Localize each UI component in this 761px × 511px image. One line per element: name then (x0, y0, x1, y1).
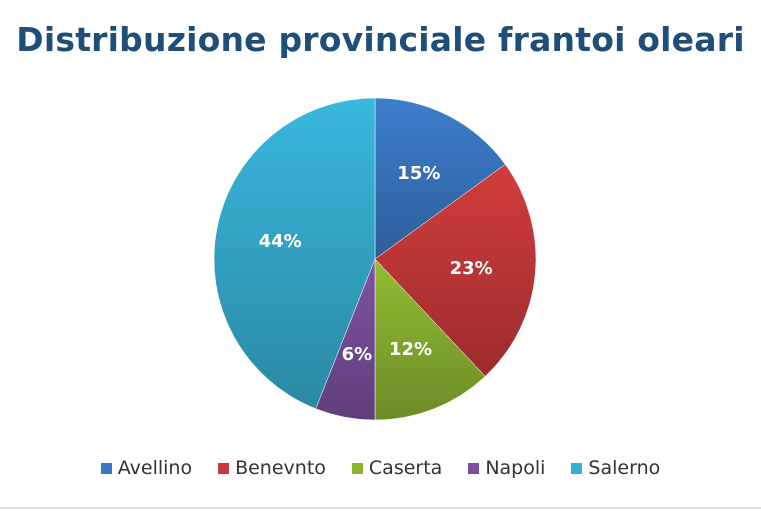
bottom-divider (0, 507, 761, 509)
legend-swatch (351, 462, 363, 474)
legend-swatch (218, 462, 230, 474)
slice-label-napoli: 6% (342, 344, 373, 365)
legend-item-avellino: Avellino (100, 457, 193, 479)
legend-label: Caserta (368, 457, 443, 479)
slice-label-salerno: 44% (259, 231, 302, 252)
legend-label: Napoli (485, 457, 546, 479)
pie-slice-avellino (374, 97, 506, 260)
chart-title: Distribuzione provinciale frantoi oleari (16, 20, 745, 59)
legend-label: Salerno (588, 457, 661, 479)
legend-swatch (468, 462, 480, 474)
pie-slice-caserta (374, 258, 486, 421)
legend-item-napoli: Napoli (468, 457, 545, 479)
pie-slice-salerno (213, 97, 376, 410)
legend-label: Avellino (117, 457, 193, 479)
pie-slice-benevnto (374, 164, 537, 377)
legend: Avellino Benevnto Caserta Napoli Salerno (0, 457, 761, 479)
slice-label-benevnto: 23% (450, 258, 493, 279)
pie-labels: 15% 23% 12% 6% 44% (259, 163, 493, 365)
slice-label-avellino: 15% (397, 163, 440, 184)
legend-swatch (571, 462, 583, 474)
legend-item-salerno: Salerno (571, 457, 660, 479)
pie-slices (213, 97, 537, 421)
legend-item-benevnto: Benevnto (218, 457, 326, 479)
legend-item-caserta: Caserta (351, 457, 443, 479)
slice-label-caserta: 12% (389, 339, 432, 360)
legend-swatch (100, 462, 112, 474)
legend-label: Benevnto (235, 457, 326, 479)
